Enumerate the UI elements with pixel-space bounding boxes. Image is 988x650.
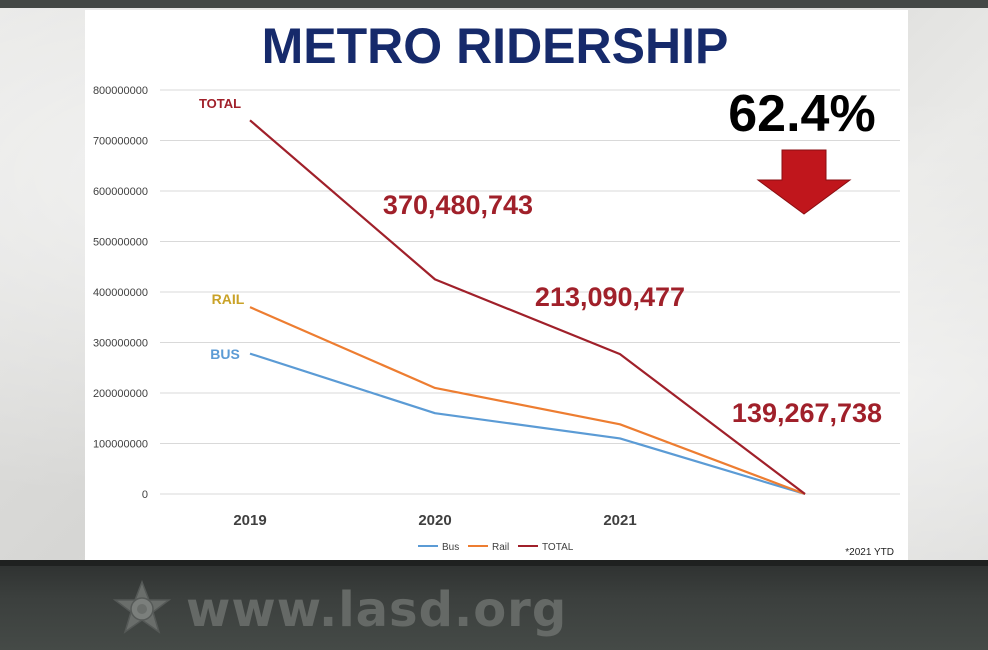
y-tick-label: 700000000 — [93, 136, 148, 148]
series-label-total: TOTAL — [199, 96, 241, 111]
lasd-url[interactable]: www.lasd.org — [186, 582, 568, 638]
y-tick-label: 500000000 — [93, 237, 148, 249]
annotation-2019-total: 370,480,743 — [383, 190, 533, 220]
y-axis: 0 100000000 200000000 300000000 400000000 500… — [93, 85, 148, 501]
annotation-2021-total: 139,267,738 — [732, 398, 882, 428]
x-axis: 2019 2020 2021 — [233, 512, 636, 529]
chart-title: METRO RIDERSHIP — [262, 18, 729, 74]
series-label-rail: RAIL — [212, 291, 245, 307]
annotation-2020-total: 213,090,477 — [535, 282, 685, 312]
y-tick-label: 400000000 — [93, 287, 148, 299]
bottom-stripe — [0, 560, 988, 566]
y-tick-label: 100000000 — [93, 439, 148, 451]
down-arrow-icon — [756, 149, 852, 215]
top-border — [0, 0, 988, 10]
series-labels: BUS RAIL TOTAL — [199, 96, 245, 362]
metro-ridership-chart: METRO RIDERSHIP 0 100000000 200000000 30000… — [93, 18, 900, 558]
legend-label: Bus — [442, 542, 459, 553]
x-tick-label: 2020 — [418, 512, 451, 529]
series-line-total — [249, 119, 806, 495]
series-line-rail — [249, 306, 806, 496]
chart-legend: Bus Rail TOTAL — [418, 542, 574, 553]
series-lines — [249, 119, 806, 496]
y-tick-label: 200000000 — [93, 388, 148, 400]
footnote: *2021 YTD — [845, 547, 894, 558]
y-tick-label: 300000000 — [93, 338, 148, 350]
legend-label: Rail — [492, 542, 509, 553]
sheriff-star-icon — [112, 580, 172, 634]
decline-percent: 62.4% — [728, 85, 875, 143]
x-tick-label: 2021 — [603, 512, 636, 529]
y-tick-label: 800000000 — [93, 85, 148, 97]
y-tick-label: 0 — [142, 489, 148, 501]
bottom-band — [0, 560, 988, 650]
y-tick-label: 600000000 — [93, 186, 148, 198]
series-line-bus — [249, 352, 806, 496]
x-tick-label: 2019 — [233, 512, 266, 529]
legend-label: TOTAL — [542, 542, 574, 553]
series-label-bus: BUS — [210, 346, 240, 362]
